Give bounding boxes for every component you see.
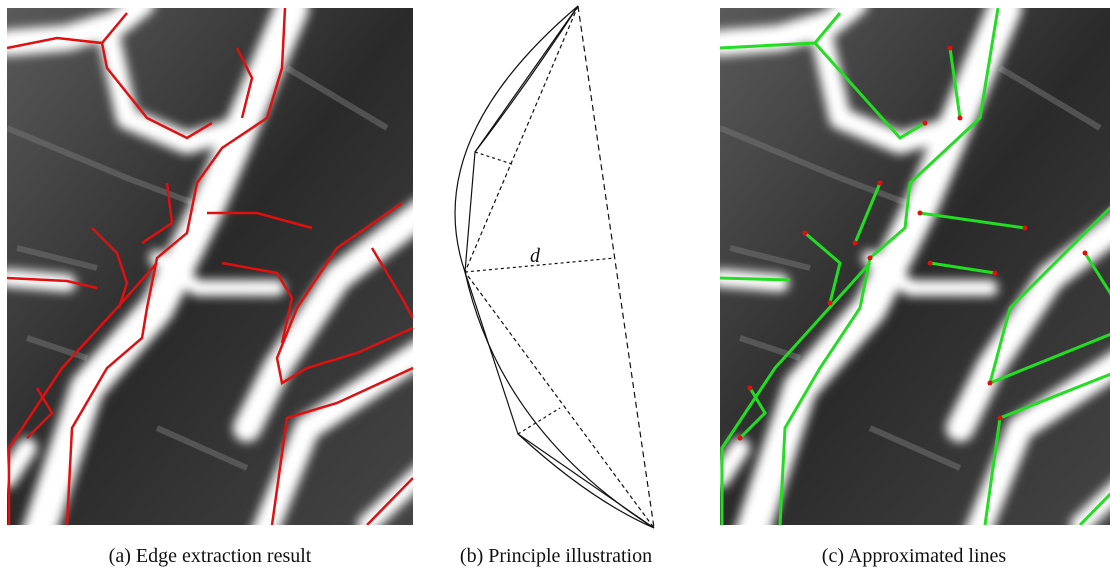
caption: (a) Edge extraction result — [109, 545, 312, 567]
curve — [455, 6, 654, 528]
caption: (b) Principle illustration — [460, 545, 652, 567]
distance-d — [465, 258, 615, 272]
caption: (c) Approximated lines — [822, 545, 1007, 567]
terrain-image — [720, 3, 1110, 538]
distance-label: d — [530, 245, 541, 267]
chord — [578, 6, 654, 528]
distance — [475, 152, 515, 165]
distance — [518, 408, 560, 434]
polyline — [465, 6, 654, 528]
sub-chords — [465, 6, 654, 528]
panel-b: d — [455, 6, 654, 528]
curve-detail — [475, 6, 654, 528]
panel-a — [7, 3, 427, 538]
panel-c — [720, 3, 1110, 538]
figure: d (a) Edge e — [0, 0, 1110, 579]
